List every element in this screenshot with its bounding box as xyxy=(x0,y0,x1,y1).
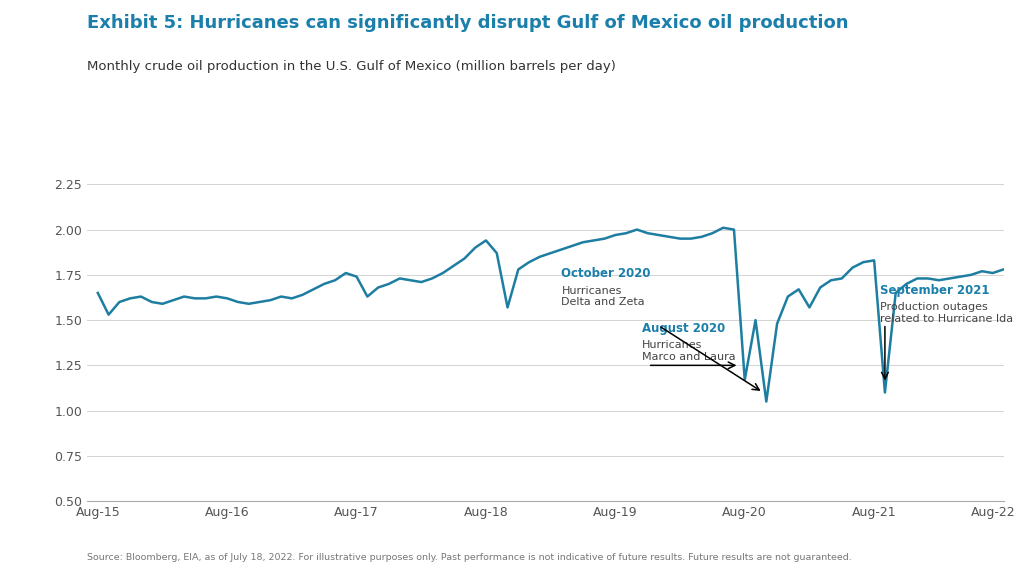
Text: Monthly crude oil production in the U.S. Gulf of Mexico (million barrels per day: Monthly crude oil production in the U.S.… xyxy=(87,60,615,74)
Text: Hurricanes
Marco and Laura: Hurricanes Marco and Laura xyxy=(642,340,736,362)
Text: Hurricanes
Delta and Zeta: Hurricanes Delta and Zeta xyxy=(561,286,645,308)
Text: Production outages
related to Hurricane Ida: Production outages related to Hurricane … xyxy=(880,302,1013,324)
Text: Exhibit 5: Hurricanes can significantly disrupt Gulf of Mexico oil production: Exhibit 5: Hurricanes can significantly … xyxy=(87,14,849,32)
Text: August 2020: August 2020 xyxy=(642,321,726,335)
Text: Source: Bloomberg, EIA, as of July 18, 2022. For illustrative purposes only. Pas: Source: Bloomberg, EIA, as of July 18, 2… xyxy=(87,552,852,562)
Text: October 2020: October 2020 xyxy=(561,267,651,281)
Text: September 2021: September 2021 xyxy=(880,283,989,297)
